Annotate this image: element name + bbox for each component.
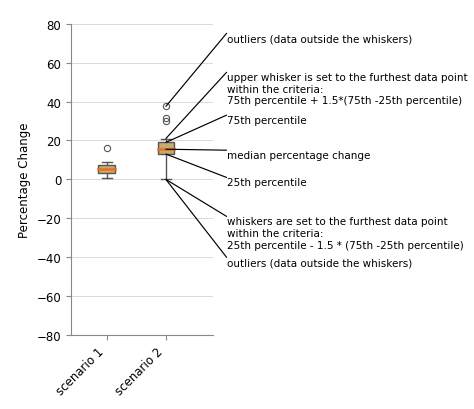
- Text: outliers (data outside the whiskers): outliers (data outside the whiskers): [227, 34, 412, 44]
- Text: 75th percentile: 75th percentile: [227, 116, 306, 126]
- Text: upper whisker is set to the furthest data point
within the criteria:
75th percen: upper whisker is set to the furthest dat…: [227, 73, 467, 106]
- Text: 25th percentile: 25th percentile: [227, 178, 306, 188]
- FancyBboxPatch shape: [98, 165, 115, 173]
- Y-axis label: Percentage Change: Percentage Change: [18, 122, 31, 238]
- Text: outliers (data outside the whiskers): outliers (data outside the whiskers): [227, 258, 412, 267]
- FancyBboxPatch shape: [157, 143, 174, 155]
- Text: median percentage change: median percentage change: [227, 151, 370, 161]
- Text: whiskers are set to the furthest data point
within the criteria:
25th percentile: whiskers are set to the furthest data po…: [227, 217, 463, 250]
